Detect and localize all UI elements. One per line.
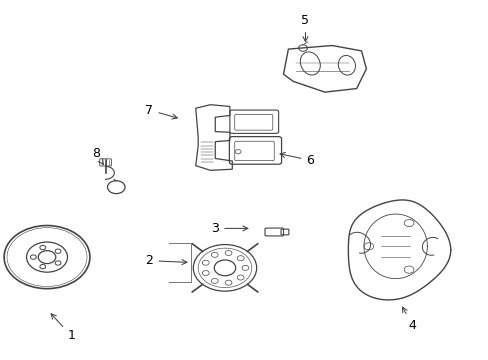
Text: 7: 7	[145, 104, 177, 119]
Text: 4: 4	[402, 307, 416, 332]
Text: 2: 2	[145, 254, 186, 267]
Text: 1: 1	[51, 314, 75, 342]
Text: 3: 3	[211, 222, 247, 235]
Text: 8: 8	[92, 147, 103, 165]
Text: 5: 5	[301, 14, 309, 42]
Text: 6: 6	[280, 153, 314, 167]
